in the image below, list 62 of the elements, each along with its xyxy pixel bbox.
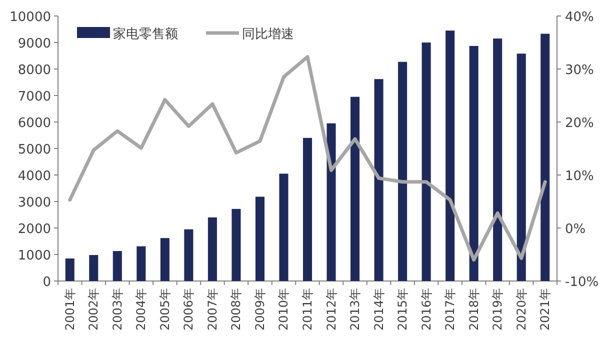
x-tick-label: 2011年 <box>300 288 314 331</box>
y-tick-label: 4000 <box>18 169 51 184</box>
x-tick-label: 2021年 <box>538 288 552 331</box>
bar <box>493 38 502 281</box>
bar <box>422 42 431 281</box>
x-tick-label: 2004年 <box>134 288 148 331</box>
y-tick-label: 1000 <box>18 248 51 264</box>
bar <box>350 96 360 281</box>
y2-tick-label: 10% <box>565 169 594 184</box>
y-tick-label: 8000 <box>18 63 51 78</box>
x-tick-label: 2014年 <box>372 288 386 331</box>
y2-tick-label: 40% <box>565 10 594 25</box>
legend-label: 同比增速 <box>242 27 294 42</box>
y2-tick-label: 20% <box>565 116 594 131</box>
x-tick-label: 2003年 <box>110 288 124 331</box>
bar <box>255 196 264 281</box>
y2-tick-label: 0% <box>565 222 586 237</box>
line-series <box>68 55 547 262</box>
bar <box>374 79 384 281</box>
y-tick-label: 9000 <box>18 36 51 52</box>
bar <box>232 208 241 281</box>
y-tick-label: 3000 <box>18 196 51 210</box>
x-tick-label: 2001年 <box>62 288 77 331</box>
bar <box>469 46 478 281</box>
x-tick-label: 2016年 <box>419 288 434 331</box>
bar <box>302 138 312 281</box>
bar <box>398 62 408 281</box>
bar <box>136 246 146 281</box>
x-tick-label: 2020年 <box>514 288 528 331</box>
bar <box>326 123 336 281</box>
x-tick-label: 2005年 <box>158 288 172 331</box>
y-tick-label: 2000 <box>18 222 51 237</box>
bar <box>89 255 98 281</box>
x-tick-label: 2007年 <box>205 288 220 331</box>
x-tick-label: 2012年 <box>324 288 338 331</box>
x-tick-label: 2015年 <box>396 288 410 331</box>
y-tick-label: 6000 <box>18 116 51 131</box>
bar <box>446 30 455 281</box>
x-tick-label: 2010年 <box>276 288 291 331</box>
x-tick-label: 2013年 <box>348 288 362 331</box>
legend-label: 家电零售额 <box>113 26 178 42</box>
y-tick-label: 10000 <box>10 10 51 25</box>
bar <box>184 229 194 281</box>
y-tick-label: 0 <box>42 275 51 290</box>
x-tick-label: 2019年 <box>490 288 505 331</box>
y2-tick-label: 30% <box>565 63 594 78</box>
x-tick-label: 2017年 <box>443 288 458 331</box>
x-tick-label: 2002年 <box>86 288 101 331</box>
bar <box>279 174 288 281</box>
y-tick-label: 5000 <box>18 142 51 158</box>
bar <box>112 251 122 281</box>
bar <box>516 54 526 281</box>
y2-tick-label: -10% <box>565 275 599 290</box>
bar <box>65 258 74 281</box>
x-tick-label: 2006年 <box>182 288 196 331</box>
x-tick-label: 2018年 <box>466 288 481 331</box>
bar <box>208 217 217 281</box>
x-tick-label: 2009年 <box>252 288 267 331</box>
x-tick-label: 2008年 <box>229 288 244 331</box>
bar <box>160 238 170 281</box>
bar <box>540 34 550 281</box>
y-tick-label: 7000 <box>18 90 51 104</box>
